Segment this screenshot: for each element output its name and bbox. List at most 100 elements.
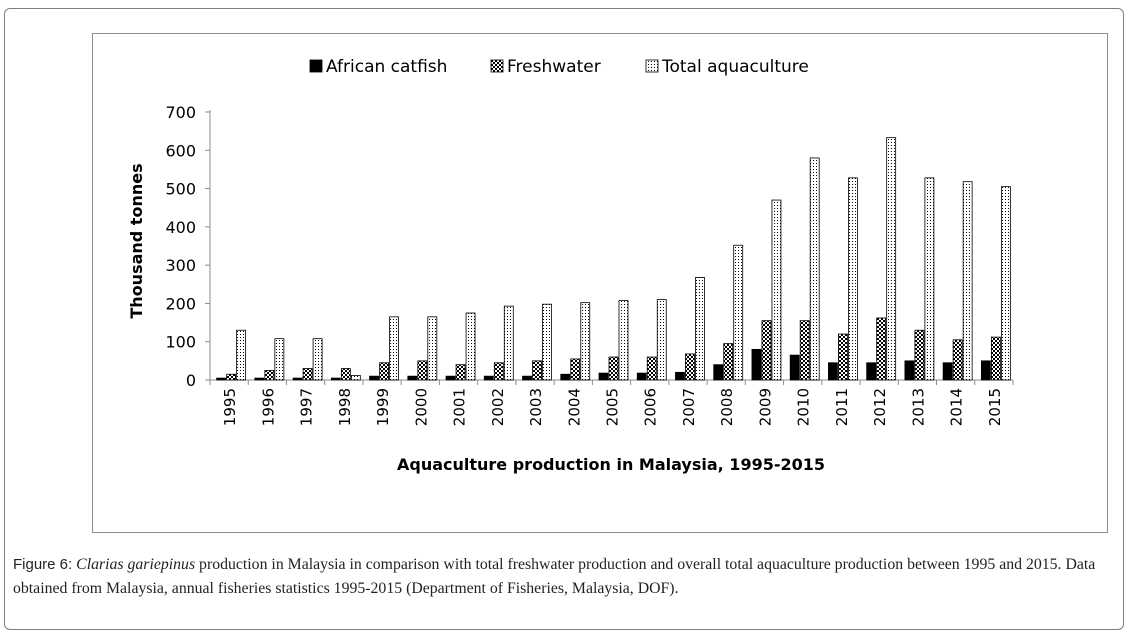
bar: [1000, 186, 1011, 381]
bar: [532, 360, 542, 381]
x-tick-label: 2009: [756, 388, 774, 426]
bar: [483, 375, 494, 381]
bar: [636, 372, 647, 381]
bar: [379, 362, 389, 381]
x-tick-label: 2015: [986, 388, 1004, 426]
bar: [226, 373, 237, 381]
bar: [876, 317, 887, 381]
bar: [503, 305, 514, 381]
bar: [838, 333, 848, 381]
bar: [789, 354, 800, 381]
bar: [560, 373, 571, 381]
chart-area: African catfish Freshwater Total aquacultu…: [92, 33, 1108, 533]
bar: [427, 316, 438, 381]
x-tick-label: 1998: [336, 388, 354, 426]
x-tick-label: 2007: [680, 388, 698, 426]
bar: [646, 356, 657, 381]
bar: [723, 343, 734, 381]
caption-species: Clarias gariepinus: [76, 556, 196, 573]
bar: [799, 320, 810, 381]
x-tick-label: 1999: [374, 388, 392, 426]
bar: [952, 339, 963, 381]
bar: [809, 157, 820, 381]
bar: [751, 348, 762, 381]
bar: [866, 362, 877, 381]
axes: 0 100 200 300 400 500 600 700 Thousand tonnes Aqu…: [127, 103, 1014, 474]
bar: [828, 362, 838, 381]
bar: [570, 358, 581, 381]
bar: [942, 362, 953, 381]
legend-label: Freshwater: [507, 57, 601, 77]
bar: [274, 338, 285, 381]
bar: [216, 377, 227, 381]
bar: [675, 371, 685, 381]
bar: [302, 368, 313, 381]
bar: [980, 360, 991, 381]
bar: [330, 377, 341, 381]
caption-label: Figure 6:: [13, 556, 73, 573]
legend-swatch: [309, 59, 323, 73]
x-tick-label: 2010: [795, 388, 813, 426]
figure-caption: Figure 6: Clarias gariepinus production …: [13, 553, 1115, 601]
x-tick-label: 1996: [259, 388, 277, 426]
x-axis-title: Aquaculture production in Malaysia, 1995…: [397, 455, 825, 474]
bar: [350, 375, 361, 381]
bar: [713, 364, 724, 381]
bar: [369, 375, 379, 381]
y-axis-title: Thousand tonnes: [127, 163, 146, 318]
x-tick-label: 2005: [604, 388, 622, 426]
bar: [914, 329, 925, 381]
bar: [685, 353, 695, 381]
legend-swatch: [645, 59, 659, 73]
bar: [695, 276, 705, 381]
bar: [733, 244, 744, 381]
bar: [924, 177, 935, 381]
y-tick-label: 200: [165, 294, 196, 313]
bar: [465, 312, 476, 381]
bar: [389, 316, 399, 381]
bar: [761, 320, 772, 381]
y-tick-label: 500: [165, 180, 196, 199]
x-tick-label: 2011: [833, 388, 851, 426]
bar: [608, 356, 619, 381]
bar: [340, 368, 351, 381]
x-tick-label: 2013: [909, 388, 927, 426]
legend: African catfish Freshwater Total aquacultu…: [309, 57, 809, 77]
x-tick-label: 2012: [871, 388, 889, 426]
bar: [618, 299, 629, 381]
x-tick-label: 2004: [565, 388, 583, 426]
bar: [990, 336, 1001, 381]
bar: [493, 362, 504, 381]
bars: [216, 137, 1011, 381]
legend-label: Total aquaculture: [661, 57, 809, 77]
bar: [254, 377, 265, 381]
y-tick-label: 600: [165, 141, 196, 160]
y-tick-label: 300: [165, 256, 196, 275]
bar: [417, 360, 428, 381]
x-tick-label: 2003: [527, 388, 545, 426]
bar: [656, 299, 667, 381]
bar-chart: African catfish Freshwater Total aquacultu…: [127, 57, 1014, 474]
bar: [312, 338, 323, 381]
y-tick-label: 100: [165, 333, 196, 352]
x-tick-label: 2002: [489, 388, 507, 426]
x-tick-label: 1997: [298, 388, 316, 426]
bar: [962, 181, 973, 381]
bar: [445, 375, 456, 381]
y-tick-label: 700: [165, 103, 196, 122]
x-tick-label: 2000: [412, 388, 430, 426]
bar: [407, 375, 418, 381]
caption-text: production in Malaysia in comparison wit…: [13, 556, 1096, 597]
bar: [580, 302, 591, 381]
bar: [542, 303, 552, 381]
x-tick-label: 2001: [451, 388, 469, 426]
legend-swatch: [490, 59, 504, 73]
bar: [904, 360, 915, 381]
figure-frame: [4, 8, 1124, 630]
x-tick-label: 1995: [221, 388, 239, 426]
bar: [522, 375, 532, 381]
bar: [292, 377, 303, 381]
bar: [771, 199, 782, 381]
bar: [598, 372, 609, 381]
y-tick-label: 0: [186, 371, 196, 390]
